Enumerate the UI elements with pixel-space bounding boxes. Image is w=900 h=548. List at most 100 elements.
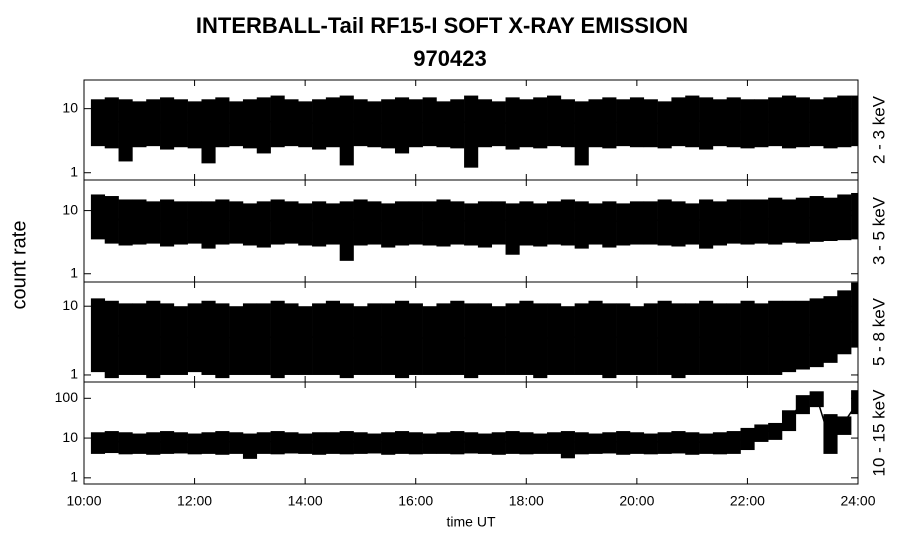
range-band bbox=[325, 432, 340, 454]
range-band bbox=[90, 432, 106, 454]
range-band bbox=[256, 432, 271, 454]
range-band bbox=[298, 306, 313, 375]
range-band bbox=[726, 431, 741, 454]
range-band bbox=[560, 199, 575, 246]
range-band bbox=[602, 432, 617, 454]
range-band bbox=[657, 432, 672, 454]
range-band bbox=[781, 95, 797, 149]
range-band bbox=[851, 390, 858, 415]
range-band bbox=[242, 303, 258, 375]
range-band bbox=[795, 197, 810, 244]
range-band bbox=[505, 97, 520, 150]
range-band bbox=[394, 97, 410, 154]
y-tick-label: 1 bbox=[70, 469, 78, 485]
range-band bbox=[685, 303, 700, 375]
range-band bbox=[560, 306, 575, 375]
range-band bbox=[118, 432, 133, 455]
range-band bbox=[837, 416, 852, 435]
range-band bbox=[657, 101, 672, 149]
range-band bbox=[146, 432, 161, 455]
range-band bbox=[242, 433, 258, 459]
range-band bbox=[533, 433, 548, 454]
range-band bbox=[477, 201, 493, 248]
range-band bbox=[381, 432, 396, 455]
range-band bbox=[657, 199, 672, 246]
range-band bbox=[574, 201, 589, 249]
range-band bbox=[616, 431, 631, 455]
range-band bbox=[381, 203, 396, 248]
x-tick-label: 14:00 bbox=[288, 493, 323, 509]
range-band bbox=[547, 201, 562, 245]
range-band bbox=[533, 203, 548, 247]
chart-title: INTERBALL-Tail RF15-I SOFT X-RAY EMISSIO… bbox=[196, 13, 688, 38]
range-band bbox=[187, 433, 202, 455]
range-band bbox=[187, 101, 202, 149]
series-label: 3 - 5 keV bbox=[869, 196, 888, 265]
range-band bbox=[339, 431, 354, 455]
y-tick-label: 10 bbox=[62, 297, 78, 313]
range-band bbox=[367, 303, 382, 375]
range-band bbox=[339, 201, 354, 261]
range-band bbox=[685, 95, 700, 148]
range-band bbox=[242, 99, 258, 149]
range-band bbox=[229, 432, 244, 454]
range-band bbox=[187, 201, 202, 244]
range-band bbox=[795, 395, 810, 415]
range-band bbox=[629, 432, 645, 454]
range-band bbox=[560, 431, 575, 459]
y-tick-label: 10 bbox=[62, 429, 78, 445]
range-band bbox=[519, 432, 534, 455]
range-band bbox=[173, 306, 188, 375]
range-band bbox=[464, 203, 479, 246]
range-band bbox=[201, 432, 216, 454]
range-band bbox=[201, 201, 216, 249]
range-band bbox=[436, 101, 451, 148]
range-band bbox=[712, 432, 727, 455]
range-band bbox=[312, 99, 327, 150]
range-band bbox=[436, 199, 451, 247]
range-band bbox=[754, 199, 769, 244]
range-band bbox=[740, 99, 755, 149]
range-band bbox=[823, 296, 838, 363]
range-band bbox=[132, 303, 147, 375]
range-band bbox=[464, 95, 479, 168]
range-band bbox=[422, 201, 437, 246]
range-band bbox=[754, 424, 769, 442]
range-band bbox=[547, 432, 562, 454]
range-band bbox=[629, 201, 645, 245]
range-band bbox=[768, 197, 783, 245]
range-band bbox=[160, 199, 175, 247]
range-band bbox=[132, 433, 147, 454]
range-band bbox=[229, 201, 244, 244]
range-band bbox=[229, 306, 244, 375]
range-band bbox=[215, 303, 230, 379]
x-tick-label: 10:00 bbox=[66, 493, 101, 509]
range-band bbox=[104, 97, 119, 149]
range-band bbox=[699, 97, 714, 150]
range-band bbox=[685, 432, 700, 455]
range-band bbox=[712, 201, 727, 246]
range-band bbox=[464, 303, 479, 379]
range-band bbox=[298, 203, 313, 246]
range-band bbox=[270, 300, 285, 379]
range-band bbox=[491, 432, 506, 455]
range-band bbox=[491, 306, 506, 375]
range-band bbox=[353, 306, 368, 375]
range-band bbox=[533, 303, 548, 379]
range-band bbox=[491, 201, 506, 245]
range-band bbox=[104, 300, 119, 379]
data-line bbox=[97, 119, 858, 126]
range-band bbox=[464, 432, 479, 454]
range-band bbox=[256, 303, 271, 375]
range-band bbox=[505, 303, 520, 375]
range-band bbox=[602, 201, 617, 248]
range-band bbox=[104, 196, 119, 244]
range-band bbox=[187, 303, 202, 373]
chart-subtitle: 970423 bbox=[413, 46, 486, 71]
range-band bbox=[671, 303, 686, 379]
range-band bbox=[740, 300, 755, 375]
range-band bbox=[574, 101, 589, 166]
range-band bbox=[160, 431, 175, 454]
range-band bbox=[173, 432, 188, 454]
range-band bbox=[394, 201, 410, 246]
